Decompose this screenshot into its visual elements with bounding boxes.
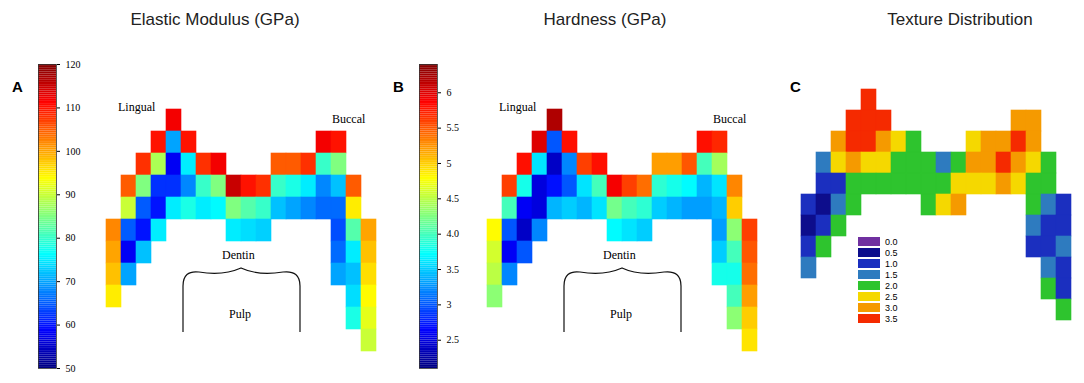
svg-text:5: 5 bbox=[447, 158, 452, 169]
html-text:Lingual: Lingual bbox=[499, 100, 537, 114]
html-text:0.5: 0.5 bbox=[885, 247, 898, 258]
svg-text:100: 100 bbox=[66, 146, 81, 157]
svg-text:80: 80 bbox=[66, 232, 76, 243]
html-text:2.5: 2.5 bbox=[885, 291, 898, 302]
svg-text:4.5: 4.5 bbox=[447, 193, 460, 204]
svg-text:50: 50 bbox=[66, 363, 76, 374]
html-text:Elastic Modulus (GPa): Elastic Modulus (GPa) bbox=[130, 10, 300, 29]
html-text:2.0: 2.0 bbox=[885, 280, 898, 291]
html-text:0.0: 0.0 bbox=[885, 236, 898, 247]
html-text:3.5: 3.5 bbox=[885, 313, 898, 324]
svg-text:70: 70 bbox=[66, 276, 76, 287]
html-text:1.0: 1.0 bbox=[885, 258, 898, 269]
svg-text:3: 3 bbox=[447, 299, 452, 310]
svg-text:4.0: 4.0 bbox=[447, 228, 460, 239]
html-text:1.5: 1.5 bbox=[885, 269, 898, 280]
html-text:Pulp: Pulp bbox=[610, 307, 632, 321]
html-text:Pulp: Pulp bbox=[229, 307, 251, 321]
html-text:Texture Distribution: Texture Distribution bbox=[887, 10, 1033, 29]
html-text:C: C bbox=[790, 78, 801, 95]
html-text:Lingual: Lingual bbox=[118, 100, 156, 114]
svg-text:5.5: 5.5 bbox=[447, 122, 460, 133]
html-text:Dentin: Dentin bbox=[222, 248, 255, 262]
html-text:Buccal: Buccal bbox=[713, 112, 747, 126]
html-text:3.0: 3.0 bbox=[885, 302, 898, 313]
svg-text:6: 6 bbox=[447, 87, 452, 98]
html-text:Dentin: Dentin bbox=[603, 248, 636, 262]
html-text:Hardness (GPa): Hardness (GPa) bbox=[543, 10, 667, 29]
svg-text:2.5: 2.5 bbox=[447, 334, 460, 345]
html-text:A: A bbox=[12, 78, 23, 95]
html-text:B: B bbox=[393, 78, 404, 95]
svg-text:120: 120 bbox=[66, 59, 81, 70]
svg-text:110: 110 bbox=[66, 102, 81, 113]
svg-text:60: 60 bbox=[66, 319, 76, 330]
svg-text:90: 90 bbox=[66, 189, 76, 200]
svg-text:3.5: 3.5 bbox=[447, 264, 460, 275]
html-text:Buccal: Buccal bbox=[332, 112, 366, 126]
